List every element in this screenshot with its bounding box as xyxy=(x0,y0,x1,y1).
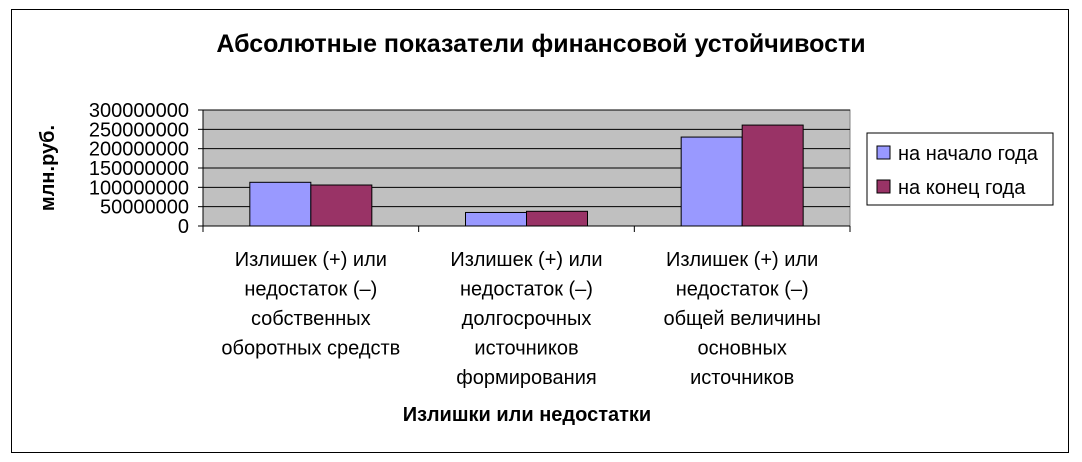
bar xyxy=(465,211,527,227)
y-tick-label: 0 xyxy=(178,216,189,238)
bar xyxy=(526,210,588,227)
x-axis-title: Излишки или недостатки xyxy=(403,404,651,426)
chart-frame xyxy=(11,9,1069,453)
legend-label-start: на начало года xyxy=(898,143,1039,165)
category-label-line: Излишек (+) или xyxy=(450,249,602,271)
category-labels: Излишек (+) или недостаток (–) собственных… xyxy=(221,249,820,389)
category-label-line: общей величины xyxy=(663,308,820,330)
legend-swatch-start xyxy=(876,145,891,160)
legend-label-end: на конец года xyxy=(898,177,1026,199)
y-tick-labels: 0500000001000000001500000002000000002500… xyxy=(89,100,189,238)
bar xyxy=(680,136,743,227)
legend: на начало года на конец года xyxy=(866,132,1054,206)
category-label-line: долгосрочных xyxy=(462,308,592,330)
y-tick-label: 300000000 xyxy=(89,100,189,122)
category-label-line: источников xyxy=(690,367,794,389)
y-tick-label: 250000000 xyxy=(89,119,189,141)
category-label: Излишек (+) или недостаток (–) собственных… xyxy=(221,249,400,360)
category-label-line: недостаток (–) xyxy=(460,279,593,301)
category-label-line: Излишек (+) или xyxy=(235,249,387,271)
bar xyxy=(249,181,312,227)
bar xyxy=(741,124,804,227)
axes xyxy=(198,109,851,232)
category-label-line: собственных xyxy=(251,308,371,330)
category-label-line: основных xyxy=(697,338,786,360)
bar xyxy=(310,184,373,227)
category-label: Излишек (+) или недостаток (–) долгосрочны… xyxy=(450,249,602,389)
legend-box xyxy=(866,132,1054,206)
category-label-line: недостаток (–) xyxy=(676,279,809,301)
category-label-line: формирования xyxy=(456,367,596,389)
y-axis-title: млн.руб. xyxy=(37,125,59,211)
legend-swatch-end xyxy=(876,179,891,194)
category-label-line: недостаток (–) xyxy=(244,279,377,301)
category-label-line: источников xyxy=(474,338,578,360)
y-tick-label: 200000000 xyxy=(89,139,189,161)
category-label-line: Излишек (+) или xyxy=(666,249,818,271)
y-tick-label: 50000000 xyxy=(100,197,189,219)
chart-title: Абсолютные показатели финансовой устойчи… xyxy=(216,30,865,58)
y-tick-label: 150000000 xyxy=(89,158,189,180)
category-label: Излишек (+) или недостаток (–) общей велич… xyxy=(663,249,820,389)
y-tick-label: 100000000 xyxy=(89,177,189,199)
category-label-line: оборотных средств xyxy=(221,338,400,360)
